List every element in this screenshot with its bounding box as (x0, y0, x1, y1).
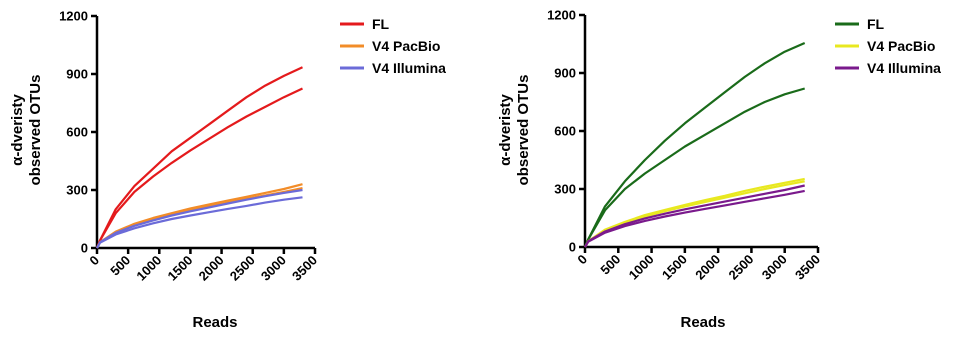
x-tick-label: 1500 (659, 252, 690, 283)
y-axis-title-line1: α-dveristy (497, 93, 514, 165)
chart-panel-left: α-dveristy observed OTUs Reads 0 300 600 90… (0, 0, 487, 333)
y-tick-label: 0 (81, 241, 88, 256)
y-tick-label: 300 (66, 183, 88, 198)
series-line-fl (95, 66, 303, 249)
series-line-fl (95, 87, 303, 249)
y-tick-label: 900 (66, 67, 88, 82)
y-tick-label: 900 (554, 66, 576, 81)
x-tick-label: 3000 (258, 253, 289, 284)
legend-label: V4 Illumina (372, 60, 446, 76)
x-tick-label: 2500 (227, 253, 258, 284)
x-tick-label: 2000 (692, 252, 723, 283)
x-tick-label: 500 (597, 252, 623, 278)
chart-panel-right: α-dveristy observed OTUs Reads 0 300 600 90… (488, 0, 975, 333)
series-line-v4-illumina (96, 188, 303, 249)
x-tick-label: 2500 (725, 252, 756, 283)
y-axis-title-line2: observed OTUs (515, 75, 532, 186)
x-tick-label: 1500 (164, 253, 195, 284)
legend-label: FL (867, 16, 885, 32)
x-tick-label: 500 (107, 253, 133, 279)
series-line-v4-illumina (584, 189, 805, 248)
legend-label: V4 Illumina (867, 60, 941, 76)
x-axis-title: Reads (680, 314, 725, 331)
y-tick-label: 600 (554, 124, 576, 139)
x-tick-label: 3500 (289, 253, 320, 284)
x-tick-label: 3000 (759, 252, 790, 283)
y-tick-label: 1200 (547, 8, 576, 23)
x-tick-label: 1000 (133, 253, 164, 284)
x-tick-label: 0 (574, 252, 590, 268)
y-tick-label: 300 (554, 182, 576, 197)
legend-label: V4 PacBio (372, 38, 440, 54)
x-tick-label: 3500 (792, 252, 823, 283)
rarefaction-chart-right: α-dveristy observed OTUs Reads 0 300 600 90… (497, 8, 941, 332)
y-tick-label: 1200 (59, 9, 88, 24)
y-tick-label: 600 (66, 125, 88, 140)
y-tick-label: 0 (569, 240, 576, 255)
rarefaction-chart-left: α-dveristy observed OTUs Reads 0 300 600 90… (9, 9, 446, 332)
x-tick-label: 1000 (626, 252, 657, 283)
series-line-v4-illumina (584, 184, 805, 248)
y-axis-title-line1: α-dveristy (9, 93, 26, 165)
x-tick-label: 0 (86, 253, 102, 269)
series-line-fl (583, 41, 806, 248)
series-line-v4-illumina (96, 196, 303, 249)
series-line-fl (583, 87, 806, 248)
y-axis-title-line2: observed OTUs (27, 75, 44, 186)
legend-label: FL (372, 16, 390, 32)
series-line-v4-pacbio (96, 187, 303, 249)
x-tick-label: 2000 (196, 253, 227, 284)
x-axis-title: Reads (192, 314, 237, 331)
legend-label: V4 PacBio (867, 38, 935, 54)
